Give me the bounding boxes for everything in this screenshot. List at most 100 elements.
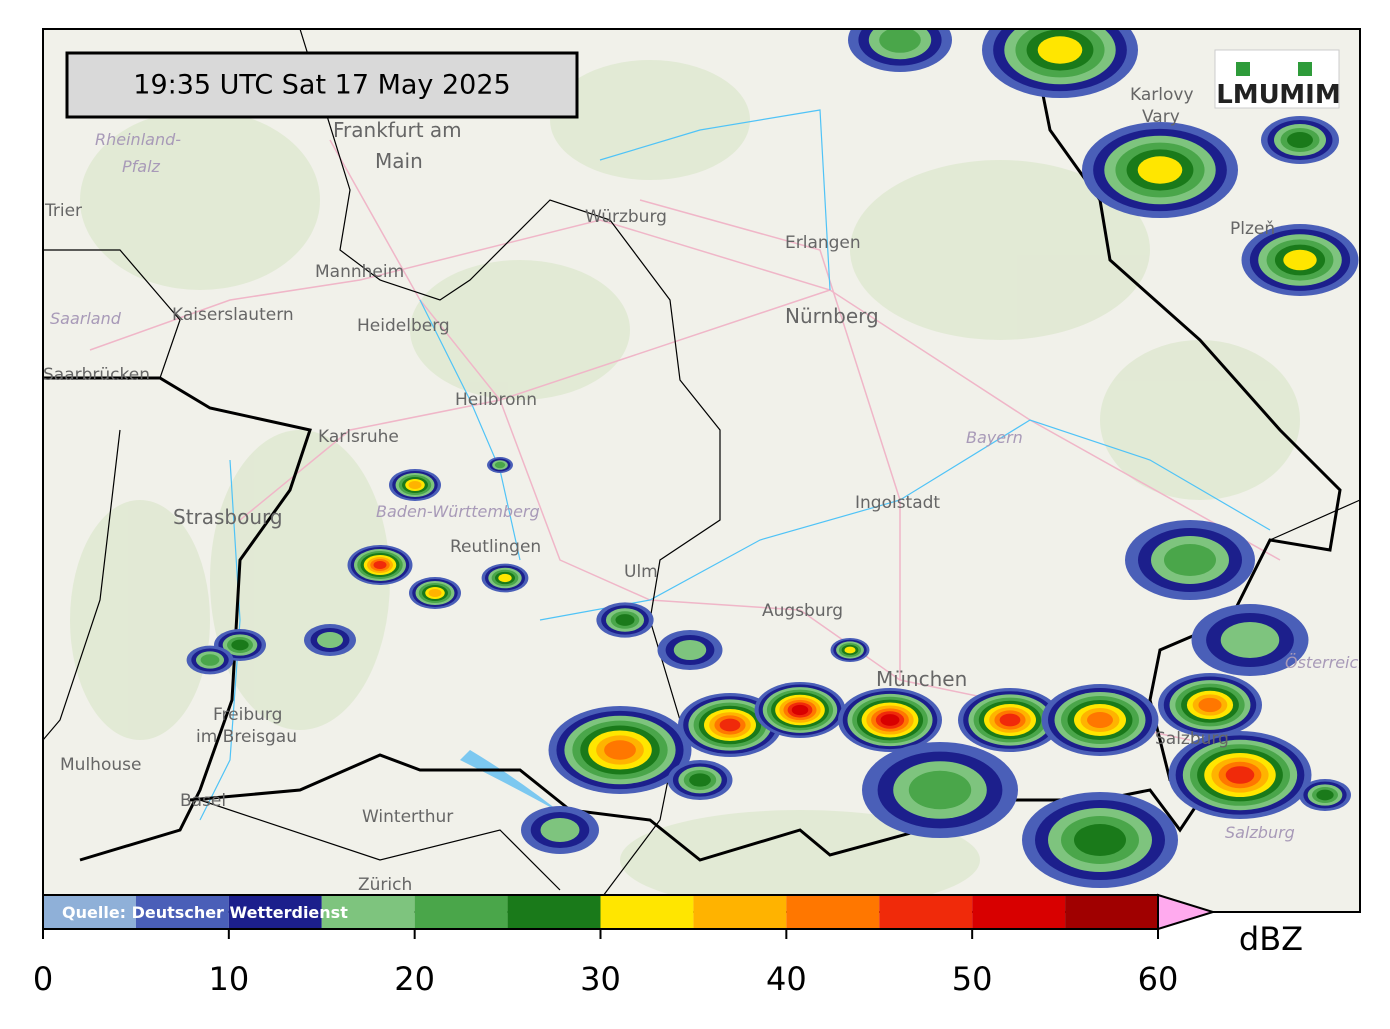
city-label: Winterthur xyxy=(362,807,453,827)
city-label: Strasbourg xyxy=(173,505,283,529)
city-label: Plzeň xyxy=(1230,219,1275,239)
logo-mark xyxy=(1298,62,1312,76)
colorbar-segment xyxy=(321,895,415,929)
city-label: Saarbrücken xyxy=(43,365,150,385)
city-label: Mulhouse xyxy=(60,755,141,775)
timestamp-box xyxy=(65,51,579,119)
region-label: Rheinland- xyxy=(95,130,181,149)
colorbar-tick-label: 0 xyxy=(33,960,53,998)
radar-echo xyxy=(200,654,220,666)
radar-echo xyxy=(498,573,512,583)
colorbar-segment xyxy=(43,895,136,929)
radar-echo xyxy=(673,640,707,660)
logo-mark xyxy=(1236,62,1250,76)
region-label: Baden-Württemberg xyxy=(376,502,540,521)
colorbar-segment xyxy=(507,895,601,929)
colorbar-segment xyxy=(972,895,1066,929)
colorbar-segment xyxy=(879,895,973,929)
radar-echo xyxy=(879,29,921,53)
colorbar-tick-label: 10 xyxy=(208,960,249,998)
radar-echo xyxy=(540,818,580,842)
radar-echo xyxy=(408,481,422,489)
radar-echo xyxy=(1198,697,1222,713)
city-label: Ulm xyxy=(624,562,658,582)
radar-echo xyxy=(1225,766,1255,784)
radar-echo xyxy=(1283,249,1317,271)
logo-box xyxy=(1214,49,1340,109)
radar-echo xyxy=(1287,132,1313,148)
radar-echo xyxy=(689,773,711,787)
city-label: Main xyxy=(375,149,423,173)
colorbar: Quelle: Deutscher Wetterdienst 0 10 20 30 40 5… xyxy=(33,893,1303,998)
colorbar-segment xyxy=(135,895,229,929)
colorbar-tick-label: 60 xyxy=(1138,960,1179,998)
colorbar-segment xyxy=(600,895,694,929)
radar-echo xyxy=(719,718,741,732)
colorbar-segment xyxy=(693,895,787,929)
radar-echo xyxy=(1220,622,1280,658)
city-label: Ingolstadt xyxy=(855,493,940,513)
region-label: Salzburg xyxy=(1225,823,1295,842)
city-label: Reutlingen xyxy=(450,537,541,557)
radar-echo xyxy=(1137,156,1183,184)
colorbar-segment xyxy=(228,895,322,929)
city-label: Frankfurt am xyxy=(333,118,462,142)
colorbar-label: dBZ xyxy=(1239,920,1303,958)
timestamp: 19:35 UTC Sat 17 May 2025 xyxy=(133,70,510,101)
radar-echo xyxy=(494,461,506,469)
radar-echo xyxy=(1164,544,1216,576)
radar-echo xyxy=(844,646,856,654)
city-label: München xyxy=(876,667,967,691)
city-label: Trier xyxy=(44,201,82,221)
logo-mim: MIM xyxy=(1279,80,1340,110)
radar-echoes xyxy=(186,29,1359,888)
region-label: Österreich xyxy=(1285,653,1368,672)
radar-echo xyxy=(791,704,809,716)
radar-echo xyxy=(615,614,635,626)
borders xyxy=(43,29,1360,901)
radar-echo xyxy=(317,632,343,648)
radar-echo xyxy=(880,714,900,726)
city-label: Mannheim xyxy=(315,262,404,282)
logo-lmu: LMU xyxy=(1216,80,1280,110)
colorbar-tick-label: 30 xyxy=(580,960,621,998)
radar-echo xyxy=(428,589,442,597)
city-label: Nürnberg xyxy=(785,304,879,328)
colorbar-tick-label: 20 xyxy=(394,960,435,998)
city-label: Würzburg xyxy=(585,207,667,227)
rivers xyxy=(199,109,1271,821)
colorbar-segment xyxy=(414,895,508,929)
region-label: Bayern xyxy=(966,428,1023,447)
city-label: Erlangen xyxy=(785,233,861,253)
city-label: Salzburg xyxy=(1155,729,1229,749)
colorbar-segment xyxy=(1065,895,1158,929)
colorbar-segment xyxy=(786,895,880,929)
map: Frankfurt am Main Trier Würzburg Karlovy… xyxy=(43,29,1368,912)
city-label: Karlsruhe xyxy=(318,427,399,447)
city-label: Heidelberg xyxy=(357,316,450,336)
radar-echo xyxy=(231,639,249,651)
colorbar-tick-label: 40 xyxy=(766,960,807,998)
city-label: Freiburg xyxy=(213,705,282,725)
city-label: Basel xyxy=(180,791,226,811)
radar-echo xyxy=(1316,789,1334,801)
radar-echo xyxy=(604,740,636,760)
city-label: Zürich xyxy=(358,875,412,895)
city-label: Vary xyxy=(1142,107,1180,127)
colorbar-tick-label: 50 xyxy=(952,960,993,998)
city-label: Heilbronn xyxy=(455,390,537,410)
city-label: Karlovy xyxy=(1130,85,1194,105)
region-label: Saarland xyxy=(50,309,122,328)
region-label: Pfalz xyxy=(122,157,161,176)
radar-echo xyxy=(999,713,1021,727)
city-label: im Breisgau xyxy=(196,727,297,747)
colorbar-source: Quelle: Deutscher Wetterdienst xyxy=(62,903,348,922)
city-label: Kaiserslautern xyxy=(172,305,294,325)
city-label: Augsburg xyxy=(762,601,843,621)
place-labels: Frankfurt am Main Trier Würzburg Karlovy… xyxy=(43,85,1368,895)
radar-echo xyxy=(908,770,972,810)
radar-echo xyxy=(1087,712,1113,728)
radar-echo xyxy=(373,561,387,569)
radar-echo xyxy=(1037,36,1083,64)
